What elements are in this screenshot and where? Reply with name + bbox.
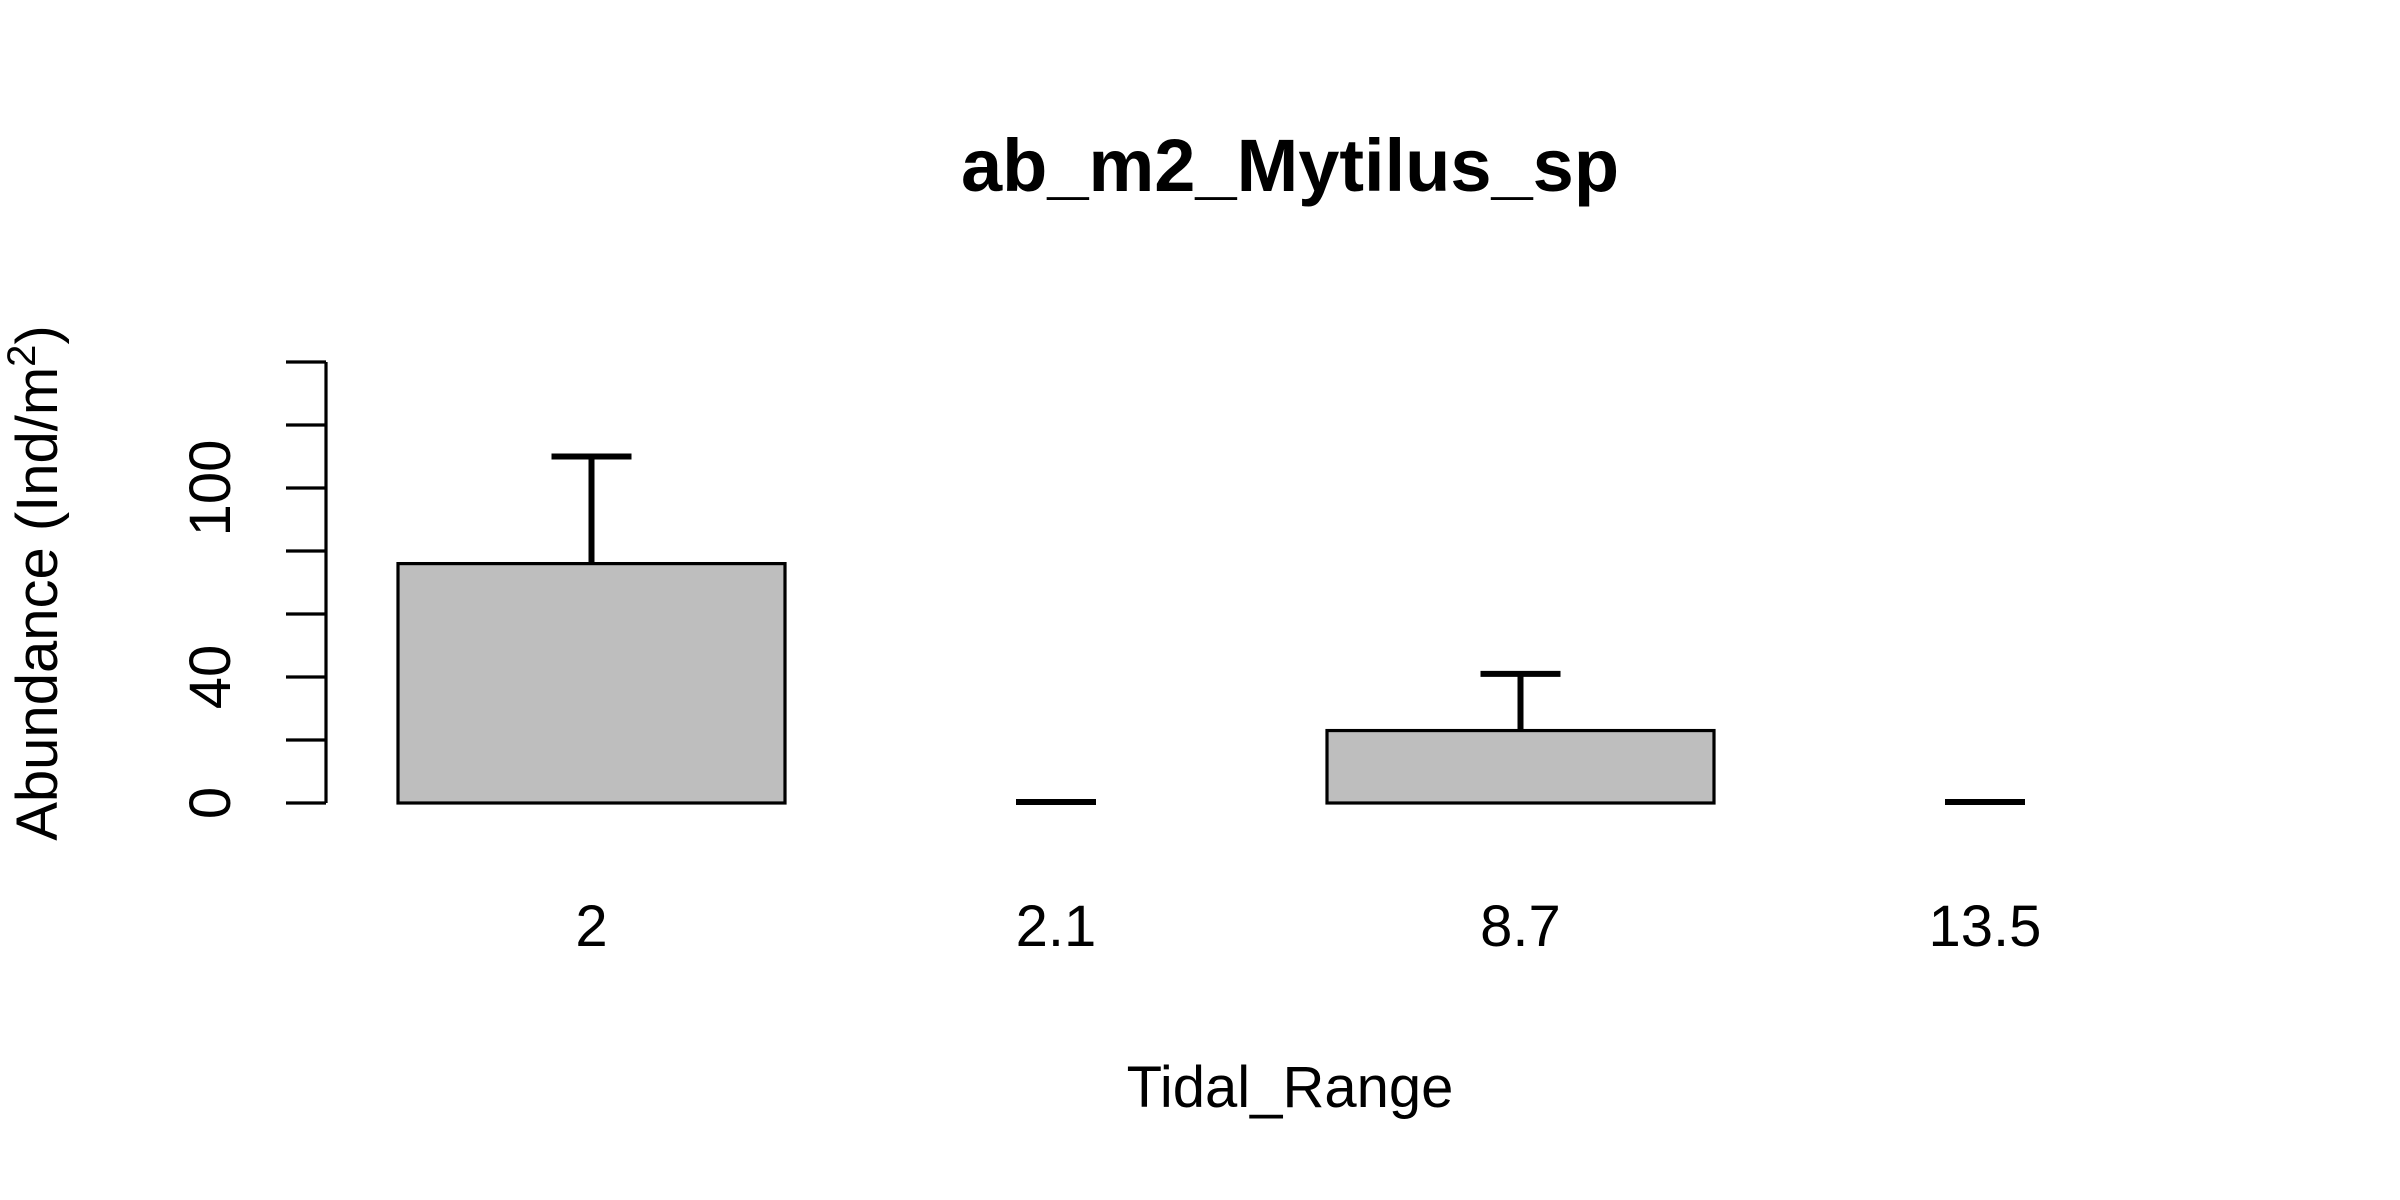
bars (396, 561, 1716, 805)
x-axis-title: Tidal_Range (1127, 1055, 1454, 1120)
bar (1325, 728, 1716, 805)
chart-title: ab_m2_Mytilus_sp (961, 124, 1619, 207)
y-axis-title-suffix: ) (5, 325, 70, 344)
y-axis-title-text: Abundance (Ind/m (5, 367, 70, 841)
y-axis-title: Abundance (Ind/m2) (0, 325, 70, 841)
bar (396, 561, 787, 805)
x-tick-label: 13.5 (1929, 894, 2042, 959)
error-bars (551, 453, 2025, 805)
x-tick-label: 2.1 (1016, 894, 1097, 959)
y-tick-label: 100 (178, 440, 243, 537)
y-tick-label: 0 (178, 787, 243, 819)
x-tick-label: 8.7 (1480, 894, 1561, 959)
y-axis-ticks: 0 40 100 (178, 360, 326, 819)
x-axis-tick-labels: 2 2.1 8.7 13.5 (575, 894, 2041, 959)
x-tick-label: 2 (575, 894, 607, 959)
y-tick-label: 40 (178, 645, 243, 710)
y-axis-title-superscript: 2 (0, 345, 44, 367)
